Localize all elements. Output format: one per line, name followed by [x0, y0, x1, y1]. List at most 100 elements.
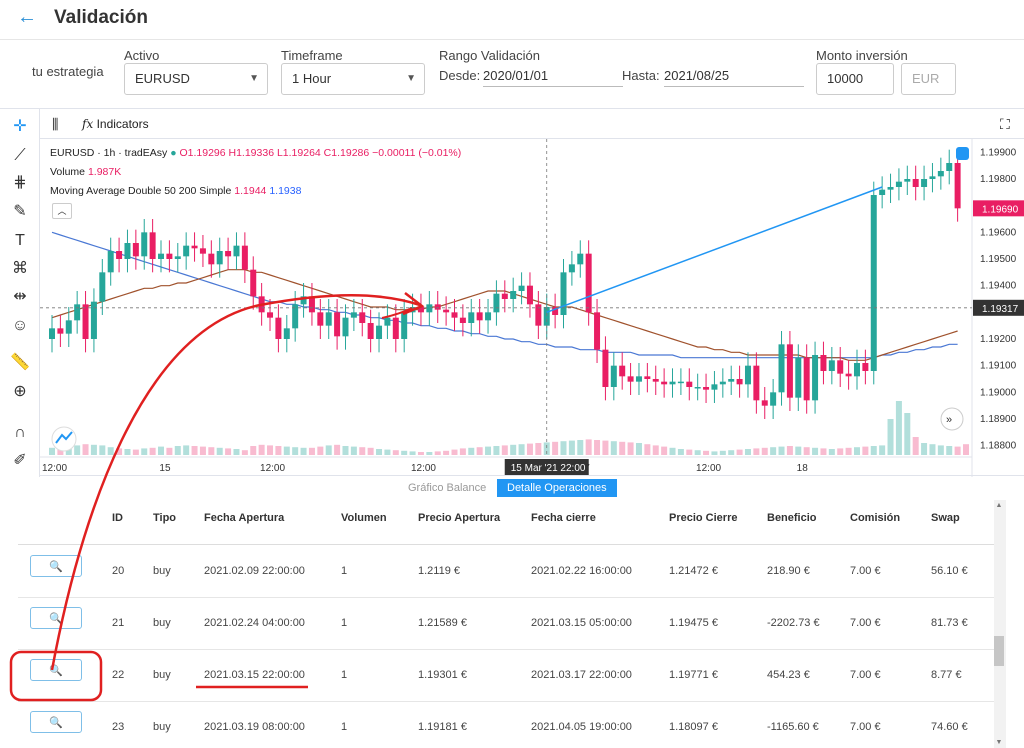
volume-bar — [208, 447, 215, 455]
volume-bar — [711, 451, 718, 455]
smiley-icon[interactable]: ☺ — [11, 317, 29, 334]
lock-draw-icon[interactable]: ✐ — [13, 452, 27, 469]
candle-body — [334, 312, 341, 337]
candle-body — [57, 328, 64, 334]
volume-bar — [476, 447, 483, 455]
fullscreen-icon[interactable]: ⛶ — [1000, 116, 1010, 132]
volume-bar — [895, 401, 902, 455]
view-detail-button[interactable]: 🔍 — [30, 555, 82, 577]
timeframe-select[interactable]: 1 Hour ▼ — [281, 63, 425, 95]
volume-bar — [770, 447, 777, 455]
candle-body — [392, 317, 399, 339]
x-tick-label: 12:00 — [696, 463, 721, 474]
scroll-thumb[interactable] — [994, 636, 1004, 666]
volume-bar — [870, 446, 877, 455]
candle-body — [946, 163, 953, 171]
candle-body — [669, 381, 676, 385]
volume-bar — [577, 440, 584, 455]
view-detail-button[interactable]: 🔍 — [30, 607, 82, 629]
ruler-icon[interactable]: 📏 — [10, 354, 30, 371]
candle-body — [317, 312, 324, 326]
candle-type-icon[interactable]: ⫼ — [52, 116, 59, 132]
candle-body — [652, 379, 659, 382]
volume-bar — [786, 446, 793, 455]
last-price-box — [973, 200, 1024, 217]
text-tool-icon[interactable]: T — [15, 232, 25, 249]
hasta-input[interactable]: 2021/08/25 — [664, 65, 804, 87]
volume-bar — [921, 443, 928, 455]
volume-bar — [392, 450, 399, 455]
volume-bar — [669, 447, 676, 455]
tab-detalle-operaciones[interactable]: Detalle Operaciones — [497, 479, 617, 497]
volume-bar — [116, 448, 123, 455]
legend-ma2: 1.1938 — [269, 185, 302, 197]
candle-body — [577, 253, 584, 265]
table-cell: 1.21589 € — [418, 617, 467, 629]
candle-body — [711, 384, 718, 390]
chevron-down-icon: ▼ — [406, 73, 416, 84]
volume-bar — [183, 445, 190, 455]
candle-body — [350, 312, 357, 318]
tab-grafico-balance[interactable]: Gráfico Balance — [398, 479, 497, 497]
scroll-right-icon — [940, 407, 964, 431]
candle-body — [744, 365, 751, 385]
candle-body — [635, 376, 642, 382]
currency-input[interactable]: EUR — [901, 63, 956, 95]
volume-bar — [954, 446, 961, 455]
settings-square-icon — [956, 147, 969, 160]
candle-body — [82, 304, 89, 339]
volume-bar — [417, 452, 424, 455]
candle-body — [501, 293, 508, 299]
trend-line-icon[interactable]: ⟋ — [14, 147, 26, 164]
col-swap: Swap — [931, 512, 960, 524]
table-cell: buy — [153, 565, 171, 577]
activo-select[interactable]: EURUSD ▼ — [124, 63, 268, 95]
indicators-button[interactable]: fx Indicators — [82, 113, 149, 135]
back-arrow-icon[interactable]: ← — [17, 6, 37, 28]
magnet-icon[interactable]: ∩ — [14, 424, 26, 441]
volume-bar — [795, 446, 802, 455]
view-detail-button[interactable]: 🔍 — [30, 711, 82, 733]
zoom-in-icon[interactable]: ⊕ — [13, 383, 27, 400]
candle-body — [795, 357, 802, 398]
volume-bar — [602, 440, 609, 455]
table-cell: -2202.73 € — [767, 617, 820, 629]
candle-body — [216, 251, 223, 265]
scroll-up-icon[interactable]: ▲ — [995, 502, 1003, 509]
measure-tool-icon[interactable]: ⇹ — [13, 288, 27, 305]
legend-ma1: 1.1944 — [234, 185, 267, 197]
volume-bar — [661, 446, 668, 455]
volume-bar — [409, 451, 416, 455]
volume-bar — [887, 419, 894, 455]
volume-bar — [510, 444, 517, 455]
table-cell: 21 — [112, 617, 125, 629]
drawing-toolbar: ✛ ⟋ ⋕ ✎ T ⌘ ⇹ ☺ 📏 ⊕ ∩ ✐ — [0, 109, 40, 477]
desde-input[interactable]: 2020/01/01 — [483, 65, 623, 87]
view-detail-button[interactable]: 🔍 — [30, 659, 82, 681]
table-cell: 1.19301 € — [418, 669, 467, 681]
candle-body — [434, 304, 441, 310]
scroll-down-icon[interactable]: ▼ — [995, 739, 1003, 746]
volume-bar — [451, 449, 458, 455]
pattern-icon[interactable]: ⌘ — [12, 260, 28, 277]
candle-body — [661, 381, 668, 385]
candle-body — [753, 365, 760, 401]
table-cell: buy — [153, 617, 171, 629]
volume-bar — [677, 449, 684, 455]
collapse-legend-icon[interactable]: ︿ — [52, 203, 72, 219]
activo-value: EURUSD — [135, 71, 190, 86]
candle-body — [116, 251, 123, 259]
table-cell: 8.77 € — [931, 669, 962, 681]
volume-bar — [275, 446, 282, 455]
table-cell: 1.18097 € — [669, 721, 718, 733]
crosshair-icon[interactable]: ✛ — [13, 118, 27, 135]
candle-body — [552, 307, 559, 315]
brush-icon[interactable]: ✎ — [13, 203, 27, 220]
table-scrollbar[interactable]: ▲ ▼ — [994, 500, 1006, 748]
volume-bar — [174, 446, 181, 455]
volume-bar — [526, 443, 533, 455]
y-tick-label: 1.19800 — [980, 174, 1017, 185]
monto-input[interactable]: 10000 — [816, 63, 894, 95]
volume-bar — [552, 441, 559, 455]
fib-tool-icon[interactable]: ⋕ — [13, 174, 27, 191]
